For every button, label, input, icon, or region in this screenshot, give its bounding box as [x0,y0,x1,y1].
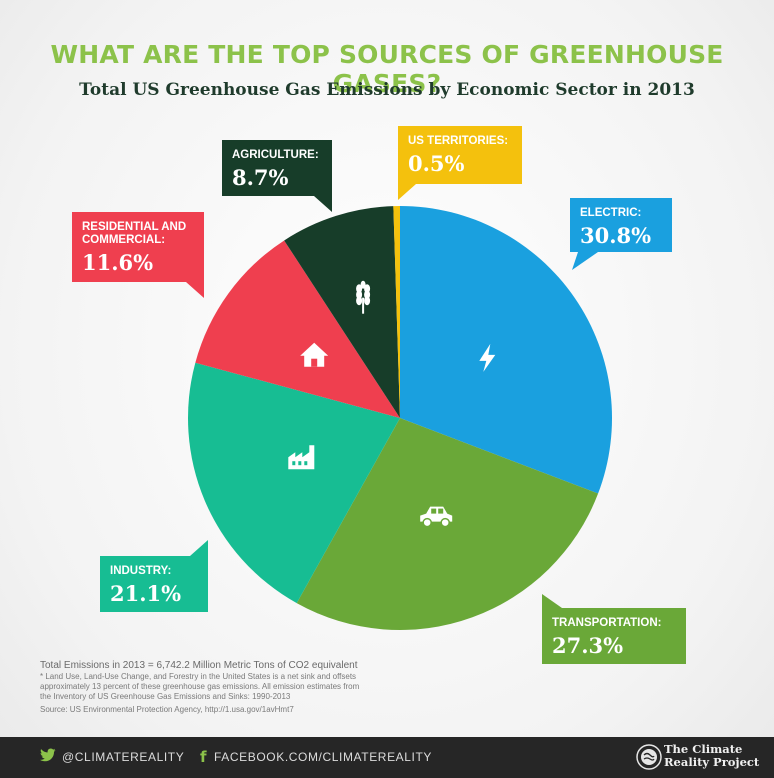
callout-agriculture: AGRICULTURE: 8.7% [222,140,332,212]
callout-pointer [572,252,598,270]
footnote-line: approximately 13 percent of these greenh… [40,682,500,692]
callout-label: INDUSTRY: [110,565,171,577]
chart-notes: Total Emissions in 2013 = 6,742.2 Millio… [40,660,500,714]
facebook-link[interactable]: FACEBOOK.COM/CLIMATEREALITY [214,750,432,764]
callout-pointer [542,594,562,608]
footer-bar: @CLIMATEREALITY f FACEBOOK.COM/CLIMATERE… [0,737,774,778]
source-note: Source: US Environmental Protection Agen… [40,705,500,714]
callout-pointer [186,282,204,298]
climate-reality-logo-icon [636,744,662,770]
logo-line: Reality Project [664,756,774,769]
callout-value: 8.7% [232,165,289,190]
callout-industry: INDUSTRY: 21.1% [100,540,208,612]
twitter-handle-link[interactable]: @CLIMATEREALITY [62,750,184,764]
callout-value: 21.1% [110,581,181,606]
callout-value: 27.3% [552,633,623,658]
callout-electric: ELECTRIC: 30.8% [570,198,672,270]
callout-value: 0.5% [408,151,465,176]
twitter-icon[interactable] [40,748,56,766]
footnote-line: the Inventory of US Greenhouse Gas Emiss… [40,692,500,702]
callout-value: 30.8% [580,223,651,248]
climate-reality-logo-text: The Climate Reality Project [664,743,774,769]
callout-label: US TERRITORIES: [408,135,508,147]
callout-label: COMMERCIAL: [82,234,165,246]
callout-us-territories: US TERRITORIES: 0.5% [398,126,522,200]
callout-pointer [314,196,332,212]
callout-transportation: TRANSPORTATION: 27.3% [542,594,686,664]
callout-label: AGRICULTURE: [232,149,319,161]
callout-pointer [398,184,416,200]
footnote-line: * Land Use, Land-Use Change, and Forestr… [40,672,500,682]
facebook-icon[interactable]: f [200,748,207,766]
callout-label: RESIDENTIAL AND [82,221,186,233]
callout-pointer [190,540,208,556]
callout-label: TRANSPORTATION: [552,617,661,629]
total-emissions-note: Total Emissions in 2013 = 6,742.2 Millio… [40,660,500,671]
pie-chart: ELECTRIC: 30.8% TRANSPORTATION: 27.3% INDUST… [0,0,774,740]
callout-label: ELECTRIC: [580,207,641,219]
callout-value: 11.6% [82,250,153,275]
